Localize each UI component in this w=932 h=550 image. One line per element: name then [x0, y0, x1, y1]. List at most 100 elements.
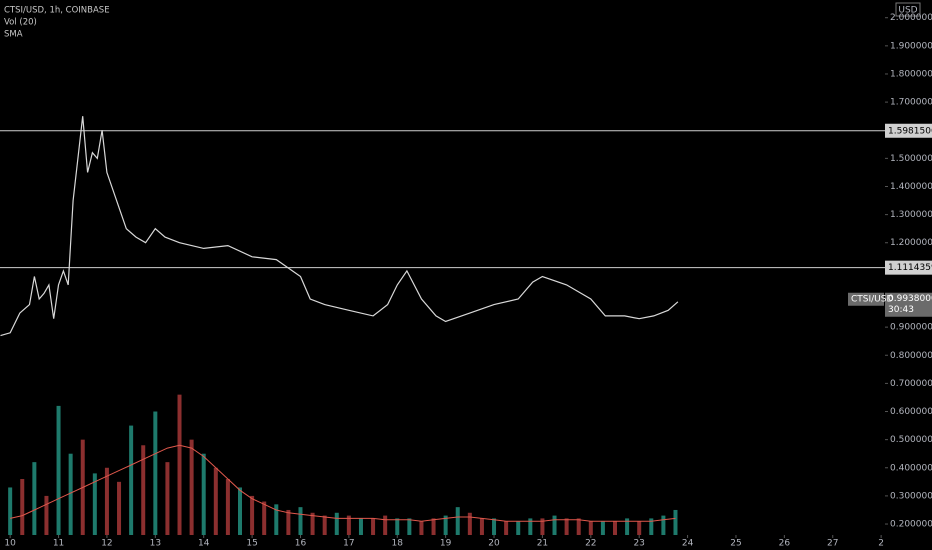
volume-bar: [649, 518, 654, 535]
volume-bar: [238, 487, 242, 535]
last-price: 0.99380000: [888, 294, 932, 304]
y-tick-label: 0.30000000: [890, 491, 932, 501]
x-tick-label: 16: [295, 539, 307, 549]
volume-bar: [8, 487, 13, 535]
price-line: [0, 116, 679, 337]
sma-line: [10, 444, 676, 522]
x-tick-label: 24: [682, 539, 694, 549]
x-tick-label: 11: [53, 539, 64, 549]
volume-bar: [346, 515, 351, 535]
volume-bar: [552, 515, 557, 535]
symbol-box: [848, 292, 884, 306]
volume-bar: [141, 445, 146, 535]
x-tick-label: 19: [440, 539, 452, 549]
volume-bar: [274, 504, 279, 535]
volume-bar: [625, 518, 630, 535]
volume-bar: [588, 521, 593, 535]
volume-bar: [117, 481, 122, 535]
x-tick-label: 12: [101, 539, 112, 549]
volume-bar: [576, 518, 581, 535]
volume-bar: [213, 467, 218, 535]
last-price-box: [885, 292, 932, 317]
volume-bar: [92, 473, 97, 535]
volume-bar: [298, 507, 303, 535]
y-tick-label: 1.70000000: [890, 98, 932, 108]
volume-bar: [407, 518, 412, 535]
volume-bar: [613, 521, 617, 535]
y-tick-label: 1.30000000: [890, 210, 932, 220]
x-tick-label: 26: [779, 539, 791, 549]
legend-volume: Vol (20): [4, 18, 37, 28]
x-tick-label: 18: [392, 539, 404, 549]
volume-bar: [467, 512, 472, 535]
volume-bar: [56, 405, 61, 535]
volume-bar: [20, 479, 25, 535]
x-tick-label: 21: [537, 539, 548, 549]
volume-bar: [528, 518, 533, 535]
volume-bar: [492, 518, 497, 535]
volume-bar: [637, 521, 642, 535]
volume-bar: [371, 518, 376, 535]
x-tick-label: 15: [246, 539, 257, 549]
volume-bar: [322, 515, 327, 535]
x-tick-label: 27: [827, 539, 838, 549]
volume-bar: [334, 512, 339, 535]
volume-bar: [419, 521, 424, 535]
volume-bar: [516, 521, 521, 535]
x-tick-label: 20: [488, 539, 500, 549]
volume-bar: [443, 515, 448, 535]
volume-bar: [32, 462, 37, 535]
volume-bar: [104, 467, 109, 535]
legend-sma: SMA: [4, 30, 23, 40]
y-tick-label: 0.40000000: [890, 463, 932, 473]
hline-label-box: [885, 260, 932, 275]
volume-bar: [68, 453, 73, 535]
currency-box[interactable]: [895, 2, 921, 17]
volume-bar: [661, 515, 666, 535]
volume-bar: [310, 512, 315, 535]
countdown: 30:43: [888, 305, 914, 315]
x-tick-label: 17: [343, 539, 354, 549]
volume-bar: [225, 479, 230, 535]
volume-bar: [201, 453, 206, 535]
chart-title: CTSI/USD, 1h, COINBASE: [4, 6, 110, 16]
x-tick-label: 23: [633, 539, 644, 549]
volume-bar: [153, 411, 158, 535]
y-tick-label: 0.80000000: [890, 351, 932, 361]
volume-bar: [177, 394, 182, 535]
volume-bar: [358, 518, 363, 535]
y-tick-label: 2.00000000: [890, 13, 932, 23]
volume-bar: [250, 495, 255, 535]
volume-bar: [564, 518, 569, 535]
y-tick-label: 0.50000000: [890, 435, 932, 445]
y-tick-label: 1.20000000: [890, 238, 932, 248]
y-tick-label: 0.20000000: [890, 520, 932, 530]
symbol-label: CTSI/USD: [851, 295, 893, 305]
volume-bar: [540, 518, 545, 535]
hline-label: 1.59815068: [888, 126, 932, 136]
x-tick-label: 10: [4, 539, 16, 549]
currency[interactable]: USD: [898, 6, 917, 16]
volume-bar: [600, 521, 605, 535]
x-tick-label: 25: [730, 539, 741, 549]
y-tick-label: 1.50000000: [890, 154, 932, 164]
volume-bar: [395, 518, 400, 535]
x-tick-label: 13: [150, 539, 161, 549]
y-tick-label: 1.40000000: [890, 182, 932, 192]
volume-bar: [479, 518, 484, 535]
y-tick-label: 0.60000000: [890, 407, 932, 417]
hline-label: 1.11143590: [888, 263, 932, 273]
volume-bar: [262, 501, 267, 535]
y-tick-label: 1.80000000: [890, 69, 932, 79]
x-tick-label: 14: [198, 539, 210, 549]
x-tick-label: 2: [878, 539, 884, 549]
volume-bar: [189, 439, 194, 535]
y-tick-label: 0.90000000: [890, 323, 932, 333]
volume-bar: [504, 521, 509, 535]
x-tick-label: 22: [585, 539, 596, 549]
hline-label-box: [885, 123, 932, 138]
volume-bar: [383, 515, 388, 535]
volume-bar: [44, 495, 49, 535]
y-tick-label: 0.70000000: [890, 379, 932, 389]
